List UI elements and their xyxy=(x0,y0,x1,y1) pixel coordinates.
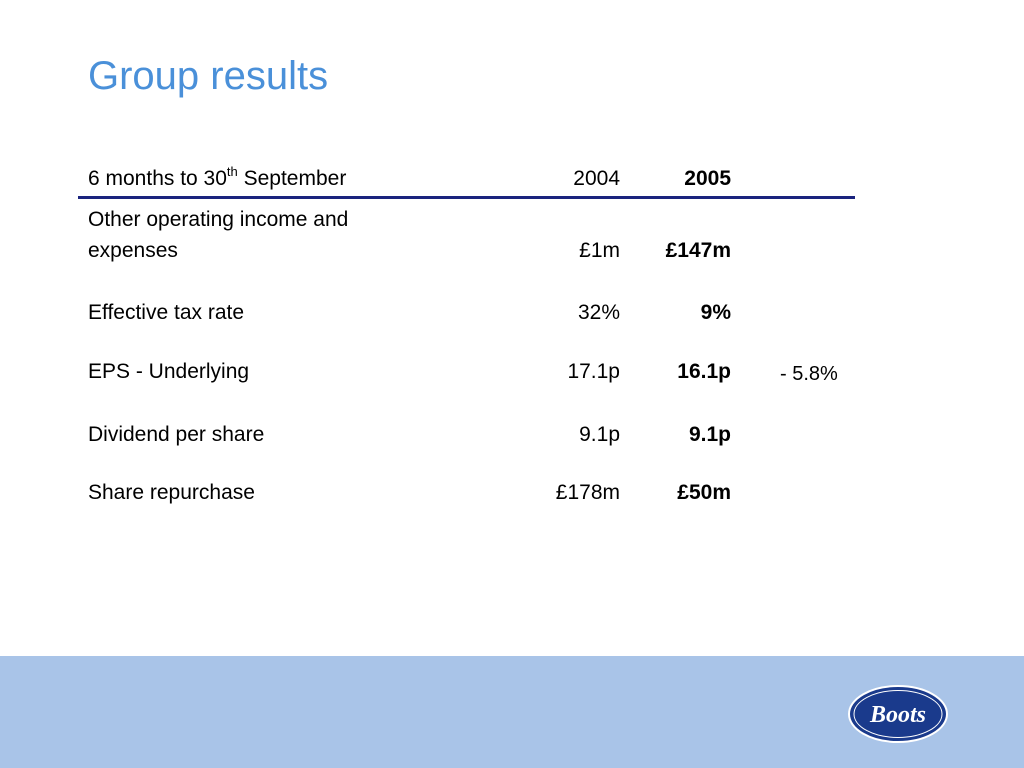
logo-text: Boots xyxy=(869,702,926,728)
header-period-prefix: 6 months to 30 xyxy=(88,167,227,190)
row-value-2005: £147m xyxy=(665,239,731,262)
row-value-2004: 17.1p xyxy=(567,360,620,383)
row-label: Dividend per share xyxy=(88,423,265,446)
row-value-2004: 32% xyxy=(577,301,620,324)
row-label: EPS - Underlying xyxy=(88,360,250,383)
row-value-2005: £50m xyxy=(677,481,731,504)
page-title: Group results xyxy=(88,54,329,98)
header-period-superscript: th xyxy=(226,164,238,179)
row-label-line2: expenses xyxy=(88,239,178,262)
row-label-line1: Other operating income and xyxy=(88,208,349,231)
row-value-2005: 16.1p xyxy=(677,360,731,383)
results-table: 6 months to 30th September 2004 2005 Oth… xyxy=(78,163,855,504)
row-value-2005: 9% xyxy=(700,301,731,324)
header-period-label: 6 months to 30th September xyxy=(88,163,346,194)
boots-logo-icon: Boots xyxy=(848,685,948,743)
row-value-2005: 9.1p xyxy=(688,423,731,446)
header-divider xyxy=(78,196,855,199)
row-change: - 5.8% xyxy=(780,363,838,385)
header-period-suffix: September xyxy=(237,167,347,190)
logo-oval xyxy=(848,685,948,743)
row-value-2004: £178m xyxy=(555,481,620,504)
row-value-2004: 9.1p xyxy=(579,423,620,446)
header-col-2005: 2005 xyxy=(684,167,731,190)
row-label: Share repurchase xyxy=(88,481,255,504)
logo-inner-ring xyxy=(853,690,943,738)
row-label: Effective tax rate xyxy=(88,301,245,324)
row-value-2004: £1m xyxy=(579,239,620,262)
header-col-2004: 2004 xyxy=(573,167,620,190)
